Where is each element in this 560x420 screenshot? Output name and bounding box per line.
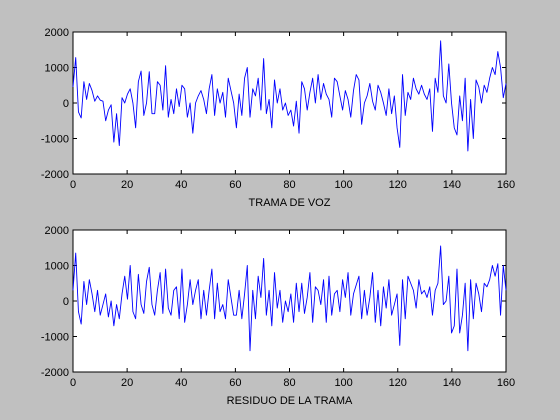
axes-1: 0 20 40 60 80 100 120 140 160 -2000 -1000 0 1000 2000… bbox=[41, 27, 515, 209]
x-tick-label: 20 bbox=[121, 377, 133, 389]
y-tick-label: -2000 bbox=[41, 367, 69, 379]
x-tick-label: 140 bbox=[443, 179, 461, 191]
y-tick-label: -1000 bbox=[41, 134, 69, 146]
series-line-1 bbox=[72, 245, 507, 352]
x-tick-label: 0 bbox=[70, 179, 76, 191]
x-tick-label: 20 bbox=[121, 179, 133, 191]
y-tick-label: 2000 bbox=[45, 27, 69, 39]
y-tick-label: 0 bbox=[63, 296, 69, 308]
x-tick-label: 60 bbox=[229, 179, 241, 191]
x-tick-label: 100 bbox=[334, 377, 352, 389]
x-tick-label: 160 bbox=[497, 179, 515, 191]
x-tick-label: 80 bbox=[283, 179, 295, 191]
x-tick-label: 0 bbox=[70, 377, 76, 389]
y-tick-label: 2000 bbox=[45, 225, 69, 237]
y-tick-label: 1000 bbox=[45, 261, 69, 273]
x-tick-label: 80 bbox=[283, 377, 295, 389]
x-tick-label: 100 bbox=[334, 179, 352, 191]
y-tick-label: -2000 bbox=[41, 169, 69, 181]
x-axis-label: RESIDUO DE LA TRAMA bbox=[227, 395, 353, 407]
x-tick-label: 60 bbox=[229, 377, 241, 389]
x-tick-label: 40 bbox=[175, 179, 187, 191]
axes-2: 0 20 40 60 80 100 120 140 160 -2000 -1000 0 1000 2000… bbox=[41, 225, 515, 407]
y-tick-label: 0 bbox=[63, 98, 69, 110]
x-axis-label: TRAMA DE VOZ bbox=[249, 197, 331, 209]
x-tick-label: 40 bbox=[175, 377, 187, 389]
y-tick-label: -1000 bbox=[41, 332, 69, 344]
x-tick-label: 160 bbox=[497, 377, 515, 389]
series-line-1 bbox=[72, 40, 507, 152]
x-tick-label: 120 bbox=[389, 179, 407, 191]
y-tick-label: 1000 bbox=[45, 63, 69, 75]
x-tick-label: 120 bbox=[389, 377, 407, 389]
x-tick-label: 140 bbox=[443, 377, 461, 389]
